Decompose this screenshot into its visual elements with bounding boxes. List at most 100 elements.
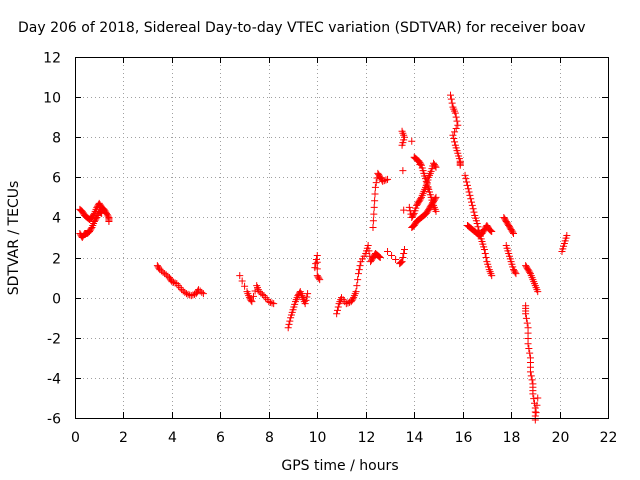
data-point [342, 300, 350, 308]
data-point [511, 268, 519, 276]
data-point [532, 409, 540, 417]
data-point [265, 298, 273, 306]
data-point [512, 270, 520, 278]
data-point [417, 195, 425, 203]
x-axis-label: GPS time / hours [281, 458, 398, 474]
data-point [397, 258, 405, 266]
data-point [384, 175, 392, 183]
data-point [302, 296, 310, 304]
y-tick-label: 0 [52, 292, 61, 308]
data-point [399, 167, 407, 175]
data-point [486, 226, 494, 234]
data-point [464, 185, 472, 193]
data-point [454, 121, 462, 129]
data-point [270, 300, 278, 308]
x-tick-label: 8 [265, 430, 274, 446]
data-point [432, 207, 440, 215]
data-point [525, 344, 533, 352]
y-axis-label: SDTVAR / TECUs [6, 181, 22, 296]
data-point [526, 268, 534, 276]
data-point [469, 205, 477, 213]
data-point [405, 203, 413, 211]
data-point [431, 195, 439, 203]
data-point [447, 95, 455, 103]
data-point [354, 270, 362, 278]
data-point [313, 258, 321, 266]
data-point [92, 215, 100, 223]
data-point [266, 298, 274, 306]
data-point [529, 390, 537, 398]
data-point [563, 231, 571, 239]
data-point [465, 188, 473, 196]
data-point [451, 109, 459, 117]
data-point [400, 250, 408, 258]
data-point [398, 141, 406, 149]
data-point [344, 299, 352, 307]
data-point [268, 299, 276, 307]
data-point [448, 99, 456, 107]
y-tick-label: 12 [43, 51, 61, 67]
data-point [313, 265, 321, 273]
data-point [236, 272, 244, 280]
plot-frame [75, 57, 609, 419]
y-tick-label: 8 [52, 131, 61, 147]
data-point [452, 125, 460, 133]
x-tick-label: 22 [600, 430, 618, 446]
data-point [462, 175, 470, 183]
data-point [522, 310, 530, 318]
data-point [352, 288, 360, 296]
data-point [333, 306, 341, 314]
data-point [247, 296, 255, 304]
x-tick-label: 4 [168, 430, 177, 446]
data-point [198, 288, 206, 296]
data-point [392, 256, 400, 264]
data-point [370, 203, 378, 211]
data-point [382, 176, 390, 184]
data-points [76, 91, 571, 424]
data-point [353, 282, 361, 290]
data-point [96, 208, 104, 216]
data-point [488, 272, 496, 280]
data-point [456, 161, 464, 169]
data-point [453, 117, 461, 125]
data-point [524, 340, 532, 348]
data-point [531, 416, 539, 424]
data-point [304, 290, 312, 298]
data-point [372, 179, 380, 187]
data-point [473, 219, 481, 227]
data-point [409, 211, 417, 219]
data-point [398, 258, 406, 266]
data-point [333, 310, 341, 318]
data-point [400, 246, 408, 254]
x-tick-label: 6 [216, 430, 225, 446]
x-tick-label: 2 [119, 430, 128, 446]
data-point [316, 276, 324, 284]
data-point [87, 225, 95, 233]
y-tick-label: 2 [52, 252, 61, 268]
x-tick-label: 18 [503, 430, 521, 446]
data-point [417, 160, 425, 168]
data-point [238, 277, 246, 285]
data-point [482, 254, 490, 262]
data-point [480, 246, 488, 254]
data-point [303, 293, 311, 301]
y-tick-label: -6 [47, 412, 61, 428]
data-point [379, 177, 387, 185]
data-point [468, 198, 476, 206]
data-point [534, 288, 542, 296]
y-tick-label: 10 [43, 91, 61, 107]
data-point [315, 274, 323, 282]
data-point [371, 190, 379, 198]
data-point [375, 252, 383, 260]
data-point [447, 91, 455, 99]
data-point [509, 228, 517, 236]
x-tick-label: 10 [309, 430, 327, 446]
data-point [463, 178, 471, 186]
data-point [199, 290, 207, 298]
data-point [431, 162, 439, 170]
data-point [388, 252, 396, 260]
data-point [432, 163, 440, 171]
data-point [258, 290, 266, 298]
data-point [481, 250, 489, 258]
